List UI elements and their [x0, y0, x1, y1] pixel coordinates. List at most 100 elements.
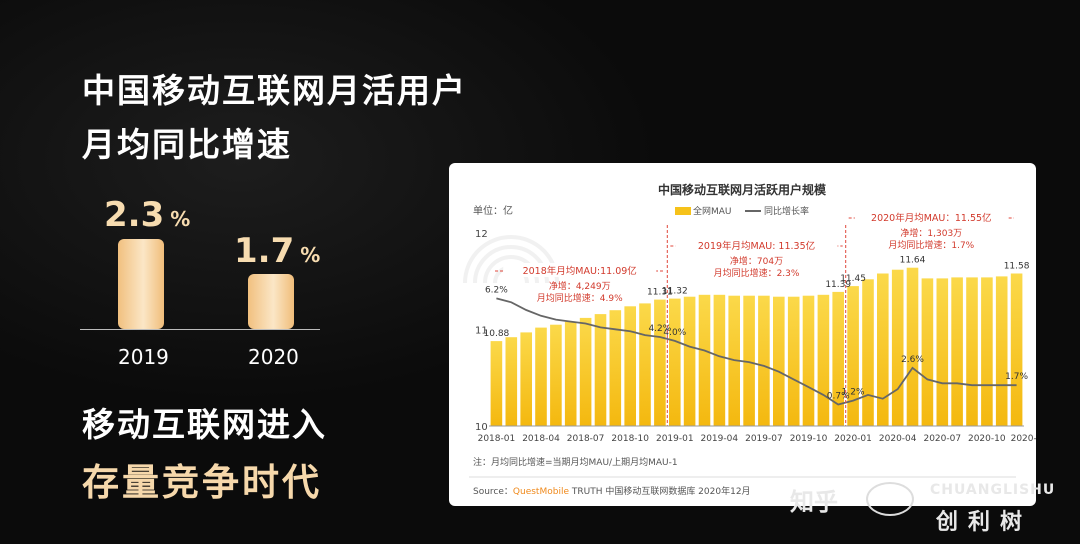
x-tick-label: 2019-01: [656, 434, 694, 444]
x-tick-label: 2020-12: [1011, 434, 1036, 444]
pct-2020-value: 1.7: [234, 231, 295, 271]
bar-value-label: 11.39: [825, 280, 851, 290]
x-tick-label: 2020-01: [834, 434, 872, 444]
pct-2020-unit: %: [300, 243, 321, 267]
brand-cn-watermark: 创利树: [936, 510, 1033, 535]
pct-2019-unit: %: [170, 207, 191, 231]
period-2019-net-add: 净增：704万: [730, 255, 783, 267]
bar-value-label: 11.58: [1004, 262, 1030, 272]
growth-value-label: 4.2%: [648, 324, 671, 334]
x-tick-label: 2018-07: [567, 434, 605, 444]
mau-bar: [921, 278, 934, 426]
x-tick-label: 2018-04: [522, 434, 560, 444]
mau-bar: [906, 267, 919, 426]
bar-value-label: 11.45: [840, 274, 866, 284]
mau-bar: [877, 273, 889, 426]
mau-bar: [654, 299, 666, 426]
chart-source: Source：QuestMobile TRUTH 中国移动互联网数据库 2020…: [473, 485, 751, 497]
period-2019-header: 2019年月均MAU: 11.35亿: [698, 240, 815, 252]
x-tick-label: 2020-04: [879, 434, 917, 444]
slide-title-line1: 中国移动互联网月活用户: [82, 71, 467, 110]
period-2018-header-bg: [503, 263, 657, 277]
mau-bar: [594, 314, 607, 426]
mau-bar: [669, 298, 681, 426]
year-label-2019: 2019: [118, 345, 169, 369]
period-2020-net-add: 净增：1,303万: [900, 227, 962, 239]
period-2019-header-bg: [675, 238, 838, 252]
mau-bar: [832, 291, 844, 426]
pct-2019: 2.3%: [104, 195, 190, 235]
mau-bar: [564, 321, 577, 426]
mau-bar: [535, 327, 547, 426]
unit-label: 单位：亿: [473, 204, 513, 217]
mau-bar: [683, 296, 696, 426]
mau-bar: [1010, 273, 1023, 426]
mau-bar: [520, 332, 532, 426]
x-tick-label: 2019-10: [790, 434, 828, 444]
slide-title-line2: 月均同比增速: [82, 125, 292, 164]
mau-bar: [743, 295, 755, 426]
legend-swatch-mau: [675, 207, 691, 215]
subtitle-line2: 存量竞争时代: [82, 461, 322, 504]
brand-en-watermark: CHUANGLISHU: [930, 482, 1056, 498]
mau-bar: [550, 324, 562, 426]
bar-value-label: 11.31: [647, 288, 673, 298]
period-2020-header: 2020年月均MAU：11.55亿: [871, 212, 992, 224]
mau-bar: [698, 294, 711, 426]
x-tick-label: 2020-10: [968, 434, 1006, 444]
mau-bar: [966, 277, 978, 426]
mau-bar: [639, 303, 651, 426]
mau-bar: [817, 294, 830, 426]
mau-bar: [951, 277, 963, 426]
period-2018-header: 2018年月均MAU:11.09亿: [523, 265, 637, 277]
mau-bar: [891, 269, 904, 426]
pct-2019-value: 2.3: [104, 195, 165, 235]
growth-value-label: 1.7%: [1005, 372, 1028, 382]
growth-line: [496, 297, 1017, 406]
x-tick-label: 2020-07: [923, 434, 961, 444]
x-tick-label: 2019-04: [700, 434, 738, 444]
period-2020-growth: 月均同比增速：1.7%: [888, 239, 974, 251]
mau-bar: [981, 277, 993, 426]
period-2018-net-add: 净增：4,249万: [549, 280, 611, 292]
chart-panel: 10.88 11.31 11.32 11.39 11.45 11.64 11.58 6.2% 4…: [449, 163, 1036, 506]
summary-bar-2019: [118, 239, 164, 329]
mau-bar: [995, 276, 1008, 426]
period-2020-header-bg: [854, 210, 1008, 224]
y-tick-label: 10: [475, 422, 488, 433]
source-prefix: Source：: [473, 487, 513, 497]
chart-note: 注：月均同比增速=当期月均MAU/上期月均MAU-1: [473, 456, 678, 468]
x-tick-label: 2019-07: [745, 434, 783, 444]
bar-value-label: 11.32: [662, 287, 688, 297]
period-2019-growth: 月均同比增速：2.3%: [714, 267, 800, 279]
mau-bar: [490, 341, 503, 426]
y-tick-label: 12: [475, 229, 488, 240]
mau-bar: [609, 310, 622, 426]
summary-bar-2020: [248, 274, 294, 329]
y-tick-label: 11: [475, 326, 488, 337]
growth-value-label: 4.0%: [663, 328, 686, 338]
growth-value-label: 2.6%: [901, 355, 924, 365]
bar-value-label: 11.64: [900, 256, 926, 266]
bar-value-label: 10.88: [484, 329, 510, 339]
mau-bar: [802, 295, 815, 426]
growth-value-label: 0.7%: [827, 392, 850, 402]
mau-bar: [773, 296, 785, 426]
source-rest: TRUTH 中国移动互联网数据库 2020年12月: [569, 485, 751, 497]
x-tick-label: 2018-10: [611, 434, 649, 444]
chart-title: 中国移动互联网月活跃用户规模: [658, 182, 827, 197]
growth-value-label: 6.2%: [485, 285, 508, 295]
mau-bar: [713, 294, 726, 426]
pct-2020: 1.7%: [234, 231, 320, 271]
mau-bar: [579, 317, 592, 426]
mau-bar: [624, 306, 636, 426]
mau-bar: [847, 286, 859, 426]
source-brand: QuestMobile: [513, 487, 570, 497]
legend-growth-label: 同比增长率: [764, 205, 809, 217]
legend-mau-label: 全网MAU: [693, 205, 732, 217]
zhihu-watermark: 知乎: [790, 488, 838, 516]
summary-baseline: [80, 329, 320, 330]
mau-bar: [936, 278, 949, 426]
brand-logo-icon: [866, 482, 914, 516]
